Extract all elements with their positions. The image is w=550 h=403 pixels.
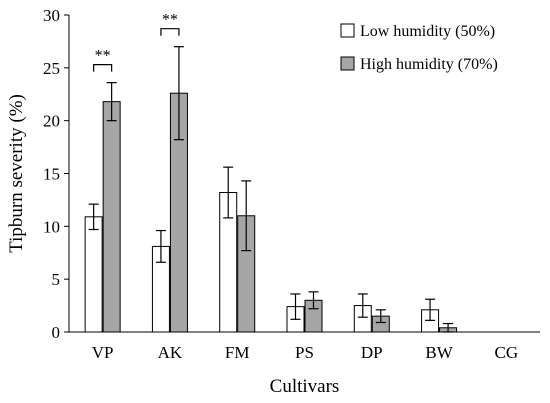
x-tick-label: DP bbox=[361, 343, 383, 362]
x-tick-label: FM bbox=[225, 343, 250, 362]
error-bar bbox=[106, 82, 117, 122]
x-tick-label: VP bbox=[92, 343, 114, 362]
x-ticks: VP AK FM PS DP BW CG bbox=[92, 343, 518, 362]
legend-swatch-high-humidity bbox=[340, 56, 355, 71]
y-tick-label: 10 bbox=[43, 217, 60, 236]
y-tick-label: 30 bbox=[43, 6, 60, 25]
significance-bracket: ** bbox=[93, 48, 113, 72]
error-bar bbox=[308, 291, 319, 310]
error-bar bbox=[290, 293, 301, 320]
x-tick-label: CG bbox=[495, 343, 519, 362]
error-bar bbox=[173, 46, 184, 141]
y-tick-label: 0 bbox=[52, 323, 61, 342]
y-tick-label: 25 bbox=[43, 59, 60, 78]
significance-label: ** bbox=[162, 12, 178, 29]
bar bbox=[102, 101, 121, 333]
y-tick-label: 5 bbox=[52, 270, 61, 289]
legend-label-high-humidity: High humidity (70%) bbox=[360, 56, 498, 73]
x-axis-label: Cultivars bbox=[270, 376, 340, 397]
error-bar bbox=[88, 203, 99, 231]
error-bar bbox=[241, 180, 252, 252]
legend: Low humidity (50%) High humidity (70%) bbox=[340, 23, 498, 73]
error-bar bbox=[357, 293, 368, 318]
y-tick-label: 15 bbox=[43, 165, 60, 184]
x-tick-label: PS bbox=[295, 343, 314, 362]
legend-label-low-humidity: Low humidity (50%) bbox=[360, 23, 495, 40]
error-bar bbox=[155, 229, 166, 263]
y-axis-label: Tipburn severity (%) bbox=[6, 94, 27, 253]
significance-label: ** bbox=[95, 48, 111, 65]
significance-bracket: ** bbox=[160, 12, 180, 36]
y-tick-label: 20 bbox=[43, 112, 60, 131]
x-tick-label: BW bbox=[425, 343, 453, 362]
error-bar bbox=[375, 309, 386, 324]
x-tick-label: AK bbox=[158, 343, 183, 362]
error-bar bbox=[425, 298, 436, 321]
legend-swatch-low-humidity bbox=[340, 23, 355, 38]
y-ticks: 0 5 10 15 20 25 30 bbox=[43, 6, 69, 342]
bar bbox=[84, 216, 103, 333]
error-bar bbox=[223, 166, 234, 219]
